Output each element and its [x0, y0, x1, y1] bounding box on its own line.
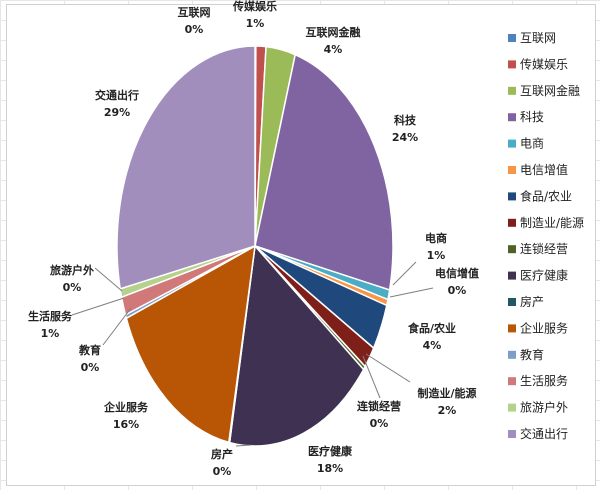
legend-label-9: 连锁经营 — [520, 241, 568, 256]
legend-label-13: 教育 — [520, 347, 544, 362]
leader-line-6 — [389, 287, 434, 298]
legend-label-1: 互联网 — [520, 31, 556, 45]
legend-label-11: 房产 — [520, 294, 544, 309]
data-label-2: 传媒娱乐 1% — [232, 0, 277, 30]
legend-swatch-4 — [508, 113, 516, 122]
data-label-13: 教育 0% — [78, 343, 101, 374]
legend-label-3: 互联网金融 — [520, 83, 580, 98]
leader-line-13 — [102, 307, 132, 346]
legend-label-5: 电商 — [520, 136, 544, 151]
legend-swatch-15 — [508, 403, 516, 412]
legend: 互联网传媒娱乐互联网金融科技电商电信增值食品/农业制造业/能源连锁经营医疗健康房… — [508, 31, 584, 441]
data-label-5: 电商 1% — [425, 231, 447, 262]
legend-swatch-16 — [508, 430, 516, 438]
leader-line-8 — [365, 353, 411, 383]
legend-swatch-7 — [508, 192, 516, 201]
data-label-12: 企业服务 16% — [103, 400, 149, 431]
legend-label-7: 食品/农业 — [520, 188, 572, 203]
data-label-8: 制造业/能源 2% — [417, 386, 476, 417]
data-label-3: 互联网金融 4% — [306, 25, 361, 56]
pie-slice-4[interactable] — [254, 53, 394, 291]
data-labels: 互联网 0% 传媒娱乐 1% 互联网金融 4% 科技 24% 电商 1% 电信增值 0% 食品/农业 4%… — [28, 0, 479, 478]
pie-slice-12[interactable] — [125, 244, 256, 444]
legend-swatch-14 — [508, 377, 516, 386]
legend-swatch-11 — [508, 298, 516, 306]
leader-line-5 — [392, 261, 417, 286]
legend-label-2: 传媒娱乐 — [520, 56, 568, 71]
legend-swatch-12 — [508, 324, 516, 333]
legend-swatch-2 — [508, 60, 516, 69]
legend-swatch-1 — [508, 34, 516, 42]
leader-lines — [71, 261, 434, 447]
data-label-4: 科技 24% — [392, 113, 418, 144]
legend-swatch-8 — [508, 218, 516, 227]
data-label-9: 连锁经营 0% — [357, 399, 401, 430]
legend-label-8: 制造业/能源 — [520, 216, 584, 230]
legend-label-6: 电信增值 — [520, 162, 568, 177]
legend-label-10: 医疗健康 — [520, 268, 568, 283]
data-label-10: 医疗健康 18% — [308, 444, 353, 475]
legend-label-16: 交通出行 — [520, 426, 568, 441]
leader-line-11 — [235, 444, 252, 447]
legend-label-15: 旅游户外 — [520, 400, 568, 415]
pie-slice-16[interactable] — [116, 45, 256, 290]
legend-label-12: 企业服务 — [520, 320, 568, 335]
pie-slices — [116, 45, 394, 447]
legend-swatch-10 — [508, 271, 516, 280]
legend-label-14: 生活服务 — [520, 373, 568, 388]
legend-swatch-9 — [508, 245, 516, 254]
data-label-1: 互联网 0% — [178, 5, 211, 36]
leader-line-15 — [94, 267, 123, 292]
legend-swatch-13 — [508, 350, 516, 359]
legend-label-4: 科技 — [520, 110, 544, 124]
leader-line-14 — [71, 297, 125, 316]
data-label-14: 生活服务 1% — [28, 309, 73, 340]
data-label-11: 房产 0% — [211, 447, 233, 478]
legend-swatch-3 — [508, 86, 516, 95]
data-label-6: 电信增值 0% — [435, 266, 479, 297]
data-label-7: 食品/农业 4% — [408, 321, 456, 352]
leader-line-9 — [362, 355, 381, 399]
legend-swatch-5 — [508, 139, 516, 148]
data-label-16: 交通出行 29% — [95, 88, 139, 119]
legend-swatch-6 — [508, 166, 516, 174]
data-label-15: 旅游户外 0% — [50, 263, 94, 294]
